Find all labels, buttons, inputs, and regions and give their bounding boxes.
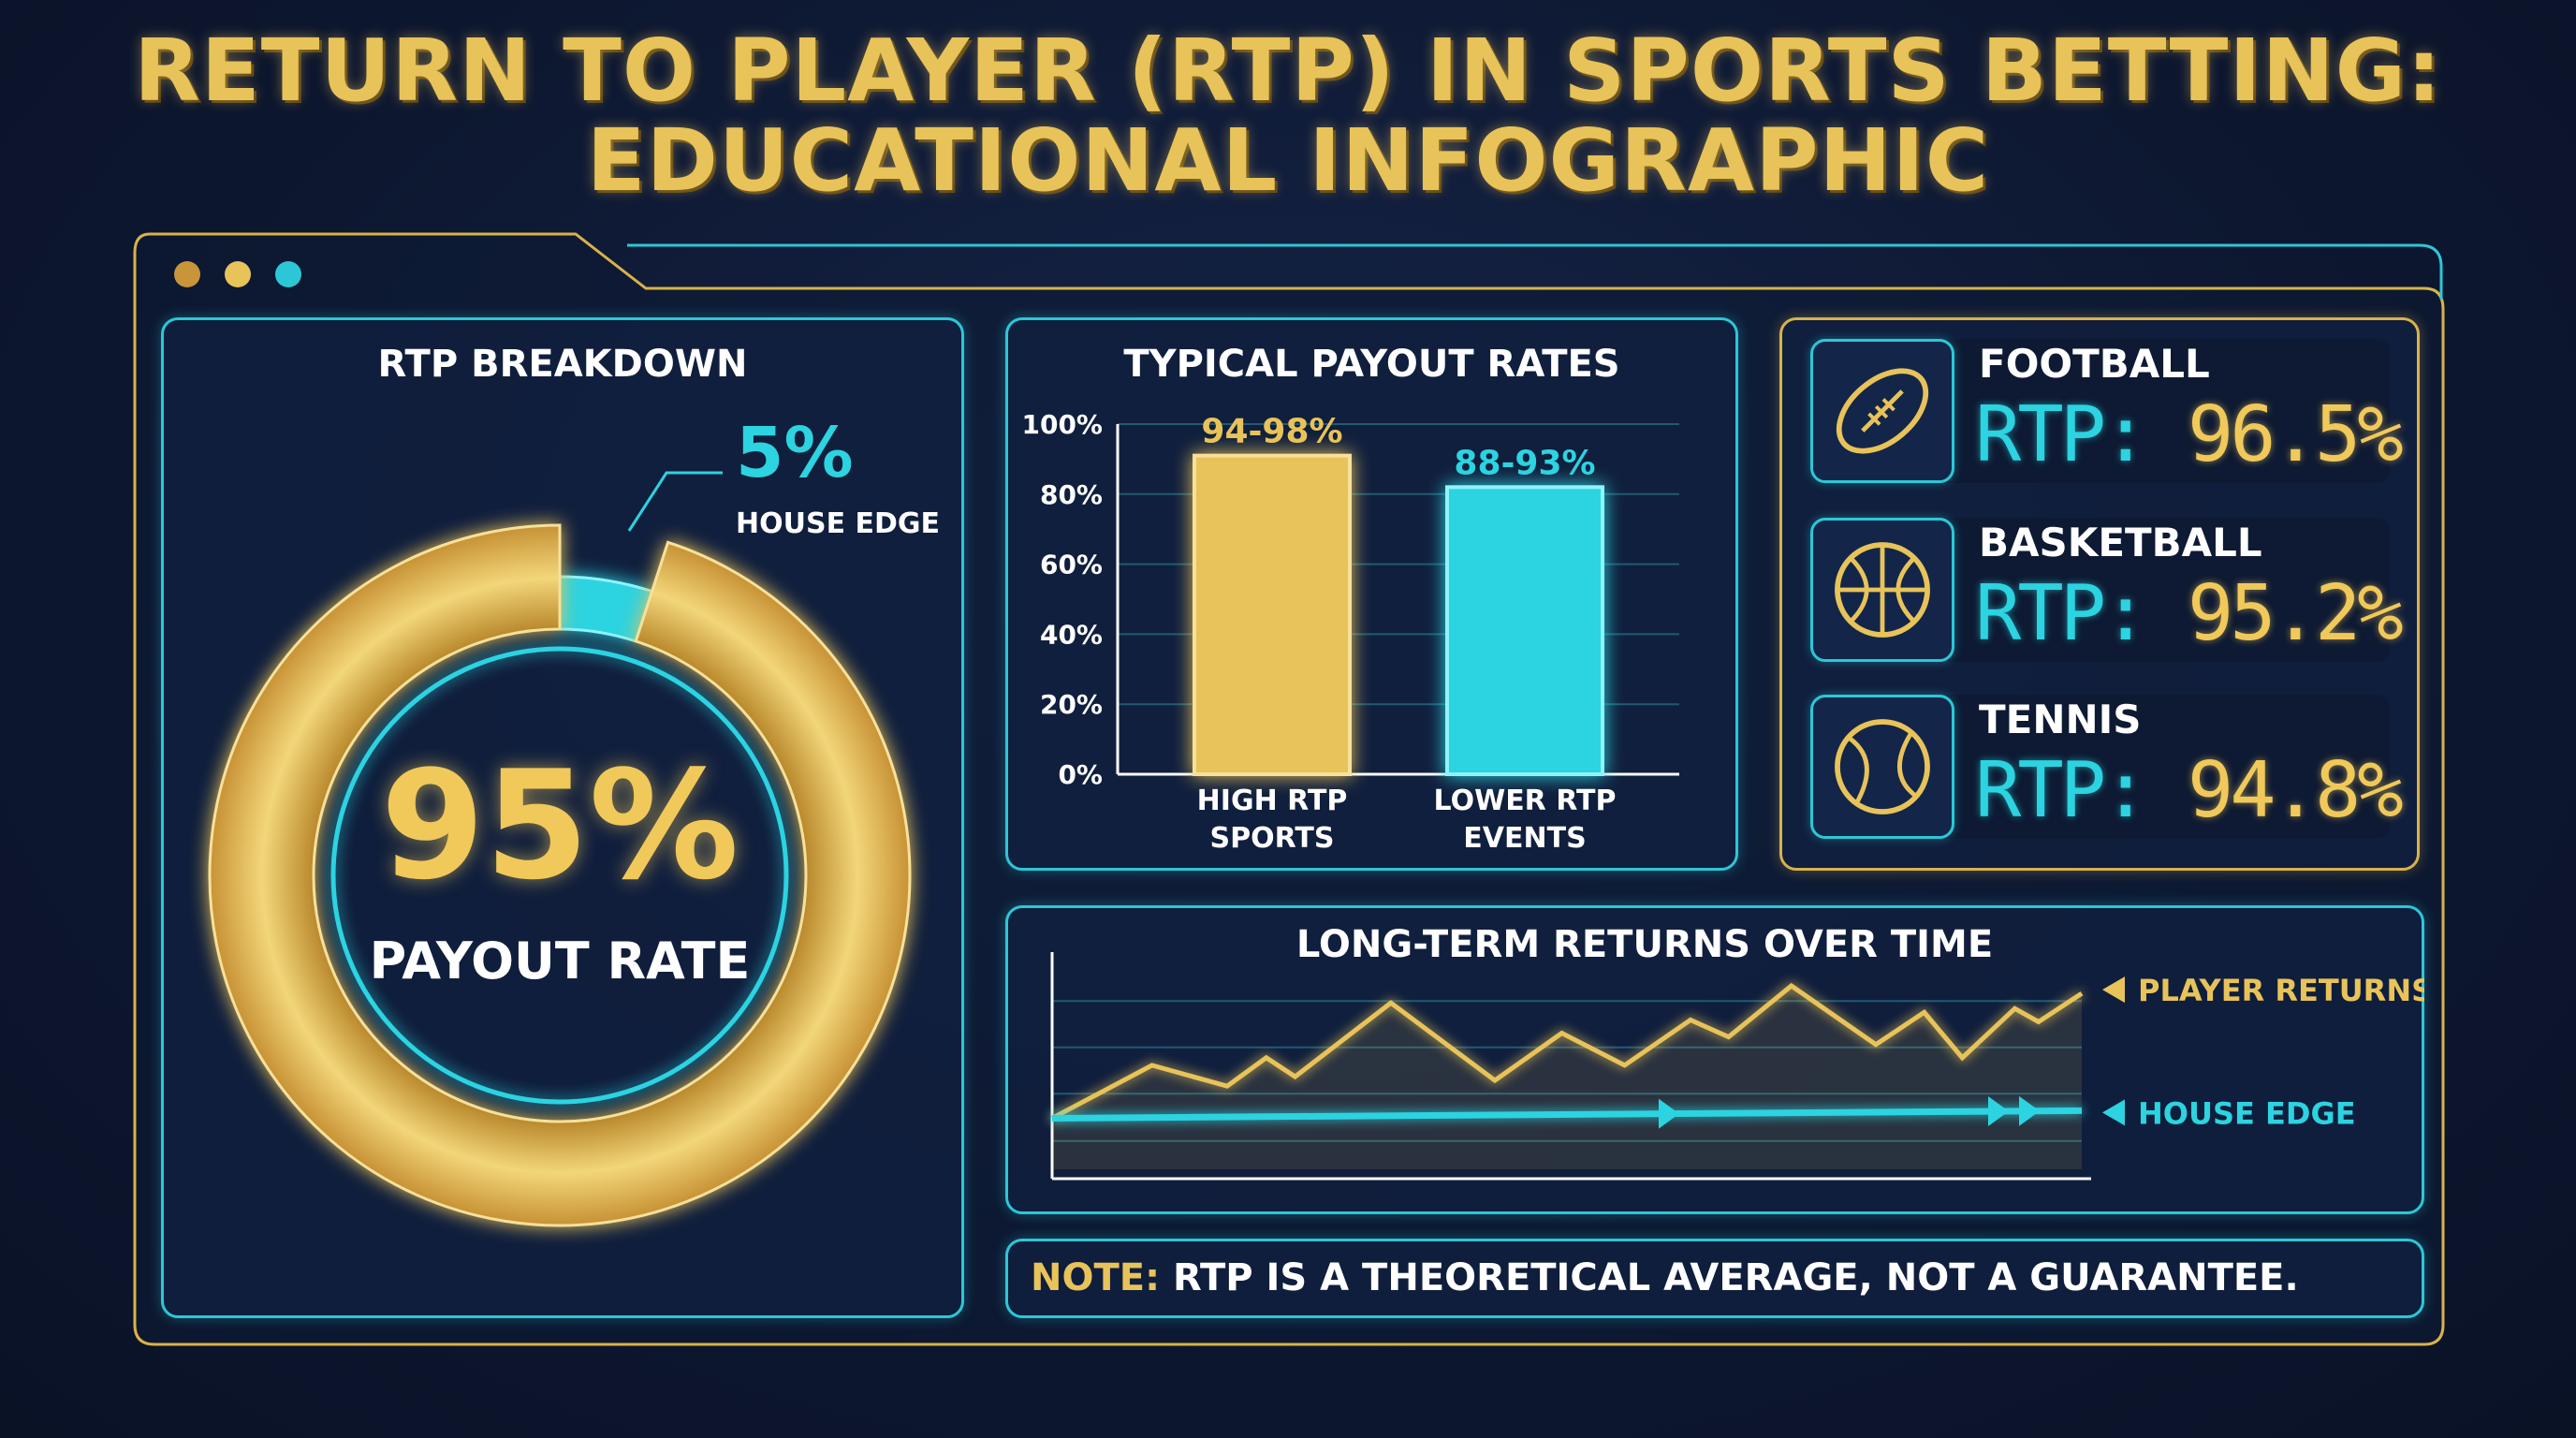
- arrow-marker-icon: [1659, 1098, 1679, 1129]
- payout-label: PAYOUT RATE: [370, 932, 751, 990]
- bar-data-label: 88-93%: [1454, 444, 1595, 482]
- callout-line: [627, 471, 723, 532]
- payout-slice: [208, 523, 912, 1227]
- sport-icon-box: [1810, 695, 1954, 839]
- sport-rtp: RTP: 96.5%: [1975, 390, 2404, 479]
- y-tick-label: 80%: [1040, 479, 1103, 510]
- sport-icon-box: [1810, 518, 1954, 662]
- x-category-label: SPORTS: [1210, 822, 1335, 855]
- y-tick-label: 40%: [1040, 619, 1103, 650]
- sport-rtp: RTP: 94.8%: [1975, 746, 2404, 835]
- sport-icon-box: [1810, 339, 1954, 483]
- payout-value: 95%: [381, 738, 739, 913]
- x-category-label: EVENTS: [1463, 822, 1586, 855]
- y-tick-label: 20%: [1040, 689, 1103, 720]
- window-dot-1: [174, 261, 200, 287]
- series-line-house-edge: [1051, 1107, 2083, 1122]
- bar-chart: 0% 20% 40% 60% 80% 100% 94-98% HIGH RTP SPORTS 88…: [1021, 409, 1679, 855]
- window-dot-2: [225, 261, 251, 287]
- sport-card-football: FOOTBALL RTP: 96.5%: [1810, 339, 2404, 483]
- note-text: NOTE: RTP IS A THEORETICAL AVERAGE, NOT …: [1031, 1256, 2299, 1299]
- arrow-marker-icon: [2019, 1095, 2040, 1126]
- window-dot-3: [275, 261, 301, 287]
- legend-label: HOUSE EDGE: [2138, 1095, 2356, 1131]
- house-edge-label: HOUSE EDGE: [736, 507, 940, 540]
- line-chart: PLAYER RETURNS HOUSE EDGE: [1050, 952, 2424, 1181]
- legend-arrow-icon: [2102, 1099, 2125, 1126]
- sport-rtp: RTP: 95.2%: [1975, 569, 2404, 658]
- legend-label: PLAYER RETURNS: [2138, 973, 2424, 1008]
- donut-chart: 5% HOUSE EDGE 95% PAYOUT RATE: [208, 413, 940, 1227]
- bar-data-label: 94-98%: [1201, 413, 1342, 451]
- sport-card-tennis: TENNIS RTP: 94.8%: [1810, 695, 2404, 839]
- panel-title: TYPICAL PAYOUT RATES: [1123, 343, 1620, 386]
- y-tick-label: 100%: [1021, 409, 1103, 440]
- bar-2: [1445, 485, 1604, 776]
- payout-rates-panel: TYPICAL PAYOUT RATES: [1005, 317, 1738, 871]
- arrow-marker-icon: [1988, 1096, 2009, 1127]
- legend-arrow-icon: [2102, 976, 2125, 1004]
- panel-title: LONG-TERM RETURNS OVER TIME: [1295, 923, 1994, 966]
- house-edge-value: 5%: [736, 413, 854, 493]
- page-title: RETURN TO PLAYER (RTP) IN SPORTS BETTING…: [134, 21, 2442, 211]
- inner-ring: [330, 646, 789, 1105]
- sport-card-basketball: BASKETBALL RTP: 95.2%: [1810, 518, 2404, 662]
- player-returns-area: [1052, 986, 2082, 1169]
- sport-name: TENNIS: [1979, 697, 2142, 742]
- sport-name: BASKETBALL: [1979, 520, 2262, 565]
- bar-1: [1193, 453, 1352, 776]
- series-line-player-returns: [1050, 982, 2084, 1121]
- tennis-ball-icon: [1835, 719, 1930, 814]
- football-icon: [1836, 368, 1929, 454]
- x-category-label: LOWER RTP: [1434, 785, 1617, 817]
- panel-title: RTP BREAKDOWN: [377, 343, 748, 386]
- y-tick-label: 60%: [1040, 550, 1103, 580]
- long-term-returns-panel: LONG-TERM RETURNS OVER TIME: [1005, 905, 2424, 1214]
- basketball-icon: [1835, 542, 1930, 638]
- y-tick-label: 0%: [1058, 759, 1103, 790]
- note-panel: NOTE: RTP IS A THEORETICAL AVERAGE, NOT …: [1005, 1239, 2424, 1318]
- sport-name: FOOTBALL: [1979, 341, 2210, 387]
- x-category-label: HIGH RTP: [1197, 785, 1348, 817]
